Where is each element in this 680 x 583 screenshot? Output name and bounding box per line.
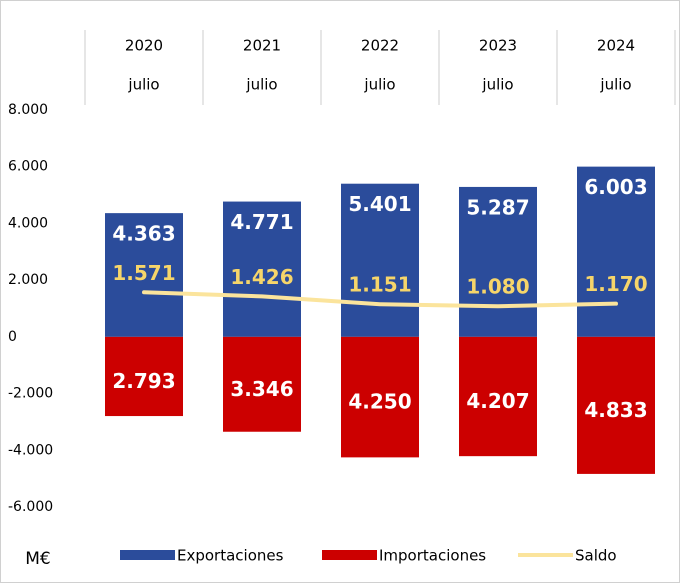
legend-label: Saldo	[575, 547, 617, 565]
bar	[341, 183, 419, 337]
x-tick-label: 2023	[479, 37, 517, 55]
x-tick-sublabel: julio	[363, 76, 395, 94]
value-label: 4.771	[230, 210, 293, 234]
y-tick-label: -4.000	[8, 442, 53, 458]
x-tick-label: 2020	[125, 37, 163, 55]
bar	[577, 336, 655, 474]
x-tick-sublabel: julio	[481, 76, 513, 94]
legend-label: Importaciones	[379, 547, 486, 565]
value-label: 1.571	[112, 261, 175, 285]
value-label: 6.003	[584, 175, 647, 199]
value-label: 1.170	[584, 272, 647, 296]
value-label: 1.426	[230, 265, 293, 289]
legend-label: Exportaciones	[177, 547, 284, 565]
y-tick-label: 0	[8, 329, 17, 345]
y-tick-label: 2.000	[8, 272, 48, 288]
bar	[223, 201, 301, 337]
bar	[223, 336, 301, 432]
legend-swatch	[322, 550, 377, 560]
value-label: 4.250	[348, 390, 411, 414]
x-tick-sublabel: julio	[599, 76, 631, 94]
y-tick-label: -2.000	[8, 386, 53, 402]
value-label: 5.401	[348, 192, 411, 216]
line	[142, 290, 618, 309]
bar	[105, 336, 183, 417]
bar	[459, 336, 537, 457]
value-label: 4.207	[466, 389, 529, 413]
value-label: 4.833	[584, 398, 647, 422]
bar	[459, 186, 537, 337]
value-label: 5.287	[466, 195, 529, 219]
x-tick-label: 2022	[361, 37, 399, 55]
bar	[341, 336, 419, 458]
bar	[577, 166, 655, 337]
y-tick-label: 4.000	[8, 215, 48, 231]
y-tick-label: 8.000	[8, 102, 48, 118]
x-tick-label: 2021	[243, 37, 281, 55]
legend-swatch	[120, 550, 175, 560]
value-label: 1.080	[466, 275, 529, 299]
x-tick-label: 2024	[597, 37, 635, 55]
x-tick-sublabel: julio	[245, 76, 277, 94]
bar	[105, 213, 183, 337]
x-tick-sublabel: julio	[127, 76, 159, 94]
value-label: 2.793	[112, 369, 175, 393]
value-label: 1.151	[348, 273, 411, 297]
unit-label: M€	[25, 549, 50, 569]
value-label: 4.363	[112, 222, 175, 246]
y-tick-label: -6.000	[8, 499, 53, 515]
y-tick-label: 6.000	[8, 159, 48, 175]
value-label: 3.346	[230, 377, 293, 401]
